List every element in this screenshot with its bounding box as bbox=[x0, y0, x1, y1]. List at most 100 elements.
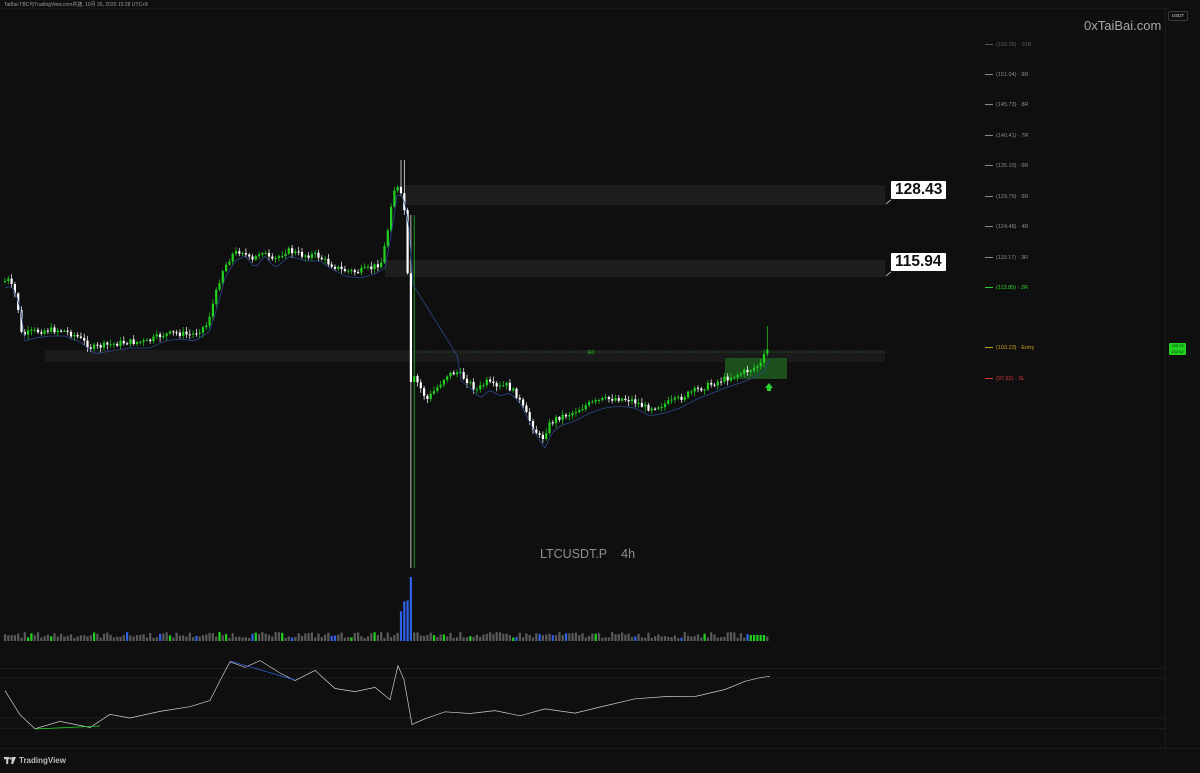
candle-body bbox=[337, 266, 340, 269]
volume-bar bbox=[452, 637, 455, 641]
volume-bar bbox=[43, 636, 46, 641]
volume-bar bbox=[680, 637, 683, 641]
candle-body bbox=[30, 329, 33, 331]
candle-body bbox=[106, 342, 109, 345]
volume-bar bbox=[277, 632, 280, 641]
volume-bar bbox=[597, 633, 601, 641]
current-price-badge: 103.78 102.62 bbox=[1169, 343, 1186, 355]
volume-bar bbox=[13, 635, 16, 641]
candle-body bbox=[281, 255, 284, 257]
volume-bar bbox=[320, 637, 323, 641]
candle-body bbox=[347, 270, 350, 272]
candle-body bbox=[680, 396, 683, 400]
candle-body bbox=[300, 251, 304, 257]
volume-bar bbox=[446, 636, 449, 641]
candle-body bbox=[485, 379, 488, 386]
candle-body bbox=[597, 399, 601, 401]
candle-body bbox=[693, 387, 696, 392]
volume-bar bbox=[541, 635, 544, 641]
candle-body bbox=[69, 331, 73, 337]
volume-bar bbox=[409, 577, 412, 641]
price-axis-border bbox=[1165, 8, 1166, 748]
candle-body bbox=[584, 405, 587, 409]
candle-body bbox=[753, 367, 756, 371]
volume-bar bbox=[185, 636, 188, 641]
volume-bar bbox=[538, 634, 541, 641]
candle-body bbox=[574, 412, 577, 414]
currency-unit-badge[interactable]: USDT bbox=[1168, 11, 1188, 21]
candle-body bbox=[215, 289, 218, 304]
volume-bar bbox=[396, 632, 399, 641]
candle-body bbox=[155, 334, 158, 337]
candle-body bbox=[291, 248, 294, 254]
volume-bar bbox=[624, 634, 627, 641]
volume-bar bbox=[723, 636, 726, 641]
volume-bar bbox=[442, 634, 445, 641]
candle-body bbox=[690, 391, 693, 393]
brand-footer[interactable]: TradingView bbox=[4, 756, 66, 765]
candle-body bbox=[677, 396, 680, 398]
volume-bar bbox=[515, 636, 518, 641]
candle-body bbox=[439, 384, 442, 388]
volume-bar bbox=[208, 632, 211, 641]
volume-bar bbox=[756, 635, 759, 641]
volume-bar bbox=[333, 635, 337, 641]
candle-body bbox=[208, 316, 211, 326]
volume-bar bbox=[40, 637, 43, 641]
volume-bar bbox=[215, 636, 218, 641]
candle-body bbox=[357, 272, 360, 274]
volume-bar bbox=[703, 633, 706, 641]
volume-bar bbox=[251, 633, 254, 641]
candle-body bbox=[126, 343, 129, 345]
candle-body bbox=[168, 331, 172, 334]
candle-body bbox=[498, 385, 502, 387]
candle-body bbox=[571, 412, 574, 416]
candle-body bbox=[700, 388, 703, 391]
volume-bar bbox=[419, 635, 422, 641]
volume-bar bbox=[357, 632, 360, 641]
candle-body bbox=[10, 278, 13, 284]
volume-bar bbox=[129, 635, 132, 641]
volume-bar bbox=[370, 633, 373, 641]
candle-body bbox=[112, 343, 115, 345]
candle-body bbox=[561, 414, 564, 420]
volume-bar bbox=[495, 632, 498, 641]
volume-bar bbox=[317, 633, 320, 641]
rsi-divergence-bull bbox=[34, 725, 101, 730]
candle-body bbox=[640, 403, 643, 407]
candle-body bbox=[647, 404, 650, 411]
candle-body bbox=[267, 253, 271, 257]
candle-body bbox=[258, 254, 261, 257]
volume-bar bbox=[693, 636, 696, 641]
volume-bar bbox=[413, 632, 416, 641]
candle-body bbox=[307, 255, 310, 258]
candle-body bbox=[89, 347, 92, 349]
volume-bar bbox=[56, 636, 59, 641]
volume-bar bbox=[300, 635, 304, 641]
candle-body bbox=[673, 397, 676, 400]
candle-body bbox=[746, 369, 749, 372]
candle-body bbox=[604, 397, 607, 399]
volume-bar bbox=[218, 632, 221, 641]
candle-body bbox=[79, 336, 82, 338]
volume-bar bbox=[350, 637, 353, 641]
volume-bar bbox=[390, 637, 393, 641]
candle-body bbox=[287, 248, 290, 254]
candle-body bbox=[241, 253, 244, 255]
volume-bar bbox=[343, 637, 346, 641]
candle-body bbox=[350, 270, 353, 272]
candle-body bbox=[416, 376, 419, 383]
volume-bar bbox=[152, 637, 155, 641]
volume-bar bbox=[485, 633, 488, 641]
candle-body bbox=[739, 373, 742, 376]
volume-bar bbox=[479, 636, 482, 641]
volume-bar bbox=[112, 637, 115, 641]
volume-bar bbox=[492, 634, 495, 641]
volume-bar bbox=[531, 637, 535, 641]
candle-body bbox=[419, 382, 422, 389]
volume-bar bbox=[46, 634, 49, 641]
level-label: (113.85) · 2R bbox=[985, 285, 1028, 291]
volume-bar bbox=[472, 636, 475, 641]
volume-bar bbox=[522, 637, 525, 641]
